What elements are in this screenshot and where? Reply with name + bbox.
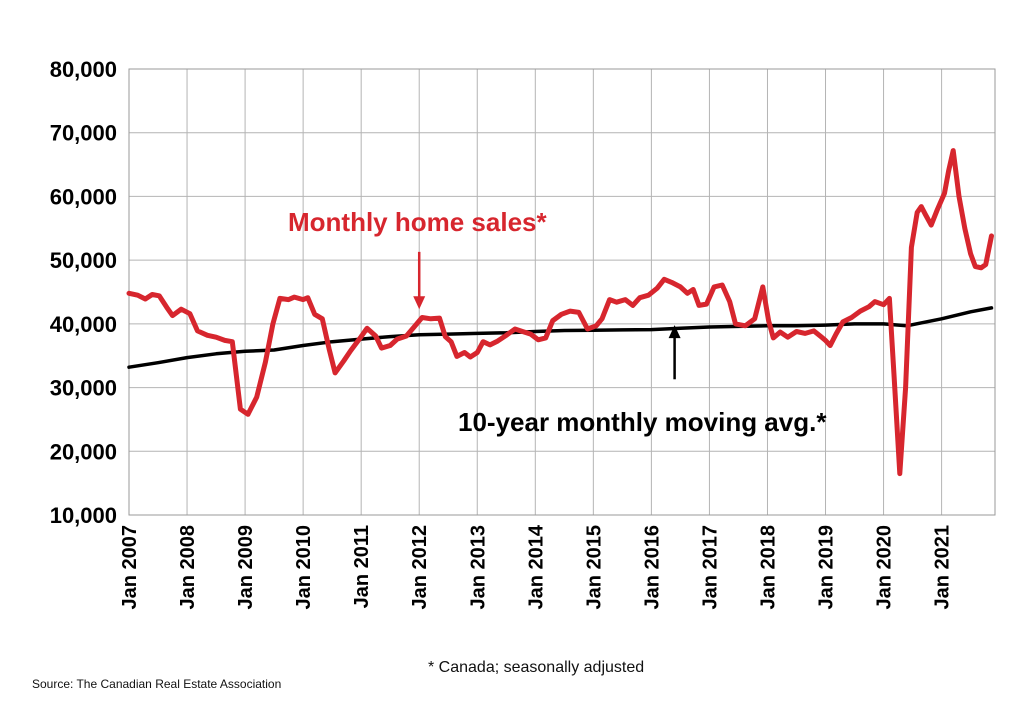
grid-lines — [128, 68, 995, 516]
y-tick-label: 20,000 — [50, 439, 117, 464]
x-tick-label: Jan 2007 — [119, 525, 141, 610]
x-tick-label: Jan 2019 — [816, 525, 838, 610]
series-layer — [126, 148, 994, 477]
x-tick-label: Jan 2011 — [351, 525, 373, 608]
x-tick-label: Jan 2021 — [932, 525, 954, 610]
annotation-monthly-home-sales: Monthly home sales* — [288, 207, 547, 237]
x-tick-label: Jan 2017 — [699, 525, 721, 610]
x-tick-label: Jan 2008 — [177, 525, 199, 610]
y-tick-label: 80,000 — [50, 57, 117, 82]
x-axis-ticks: Jan 2007 Jan 2008 Jan 2009 Jan 2010 Jan 2011… — [119, 524, 954, 609]
annotation-moving-average: 10-year monthly moving avg.* — [458, 407, 827, 437]
y-tick-label: 40,000 — [50, 312, 117, 337]
y-tick-label: 70,000 — [50, 121, 117, 146]
x-tick-label: Jan 2020 — [874, 525, 896, 610]
footnote: * Canada; seasonally adjusted — [428, 659, 644, 676]
x-tick-label: Jan 2016 — [641, 525, 663, 610]
series-line-monthly-home-sales — [126, 148, 994, 477]
source-credit: Source: The Canadian Real Estate Associa… — [32, 677, 281, 691]
annotation-arrowhead-moving-average — [668, 325, 681, 339]
annotation-arrowhead-sales — [413, 296, 426, 310]
y-tick-label: 50,000 — [50, 248, 117, 273]
y-tick-label: 10,000 — [50, 503, 117, 528]
x-tick-label: Jan 2014 — [525, 524, 547, 609]
y-tick-label: 60,000 — [50, 184, 117, 209]
plot-frame — [128, 68, 996, 516]
x-tick-label: Jan 2010 — [293, 525, 315, 610]
x-tick-label: Jan 2018 — [757, 525, 779, 610]
x-tick-label: Jan 2012 — [409, 525, 431, 610]
y-tick-label: 30,000 — [50, 376, 117, 401]
series-line-moving-average — [127, 306, 994, 369]
x-tick-label: Jan 2013 — [467, 525, 489, 610]
y-axis-ticks: 10,000 20,000 30,000 40,000 50,000 60,000 70,0… — [50, 57, 117, 528]
annotation-layer: Monthly home sales* 10-year monthly movi… — [288, 207, 827, 437]
x-tick-label: Jan 2009 — [235, 525, 257, 610]
x-tick-label: Jan 2015 — [583, 525, 605, 610]
